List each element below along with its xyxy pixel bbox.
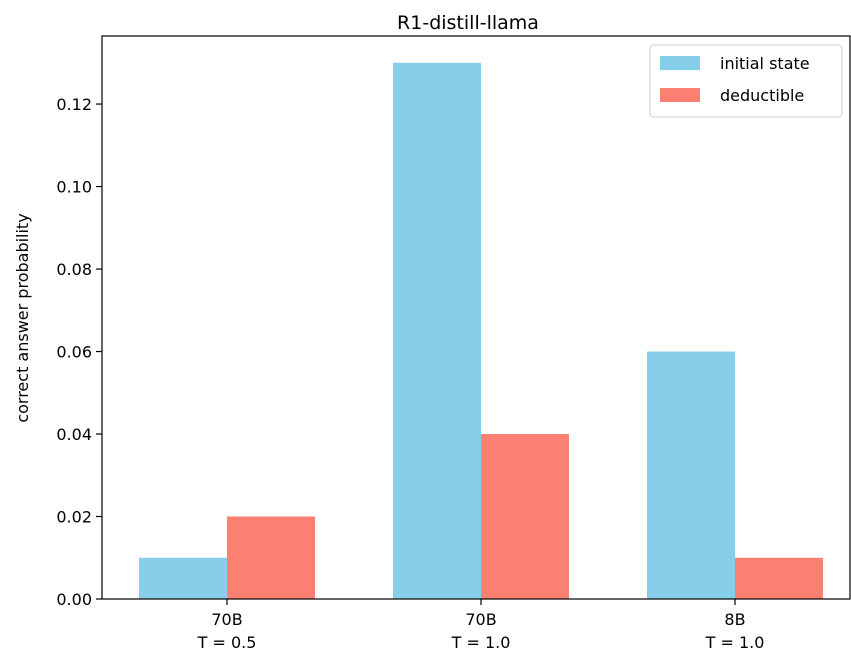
x-tick-label-line: 70B <box>211 610 242 629</box>
x-tick-label: 70B T = 1.0 <box>451 610 511 652</box>
y-tick-label: 0.08 <box>56 260 92 279</box>
x-tick-label: 70B T = 0.5 <box>197 610 257 652</box>
chart-title: R1-distill-llama <box>397 12 539 34</box>
x-tick-label-line: 70B <box>465 610 496 629</box>
y-axis-label: correct answer probability <box>13 213 32 422</box>
x-tick-label-line: T = 0.5 <box>197 633 257 652</box>
bar-initial-state-2 <box>647 351 735 599</box>
y-axis-label-group: correct answer probability <box>13 213 32 422</box>
legend-label-initial-state: initial state <box>720 54 810 73</box>
x-axis: 70B T = 0.5 70B T = 1.0 8B T = 1.0 <box>197 599 765 652</box>
y-tick-label: 0.04 <box>56 425 92 444</box>
bar-initial-state-1 <box>393 62 481 600</box>
legend-label-deductible: deductible <box>720 86 804 105</box>
y-tick-label: 0.12 <box>56 95 92 114</box>
y-tick-label: 0.02 <box>56 508 92 527</box>
y-tick-label: 0.00 <box>56 590 92 609</box>
legend: initial state deductible <box>649 44 843 118</box>
y-tick-label: 0.06 <box>56 343 92 362</box>
x-tick-label-line: T = 1.0 <box>705 633 765 652</box>
bar-deductible-0 <box>227 516 315 599</box>
bar-deductible-1 <box>481 434 569 599</box>
x-tick-label: 8B T = 1.0 <box>705 610 765 652</box>
legend-swatch-deductible <box>660 88 700 102</box>
plot-frame <box>101 35 851 600</box>
y-axis: 0.00 0.02 0.04 0.06 0.08 0.10 0.12 <box>56 95 102 609</box>
bars-group <box>139 62 823 600</box>
bar-initial-state-0 <box>139 557 227 599</box>
legend-swatch-initial-state <box>660 56 700 70</box>
x-tick-label-line: 8B <box>724 610 745 629</box>
y-tick-label: 0.10 <box>56 178 92 197</box>
x-tick-label-line: T = 1.0 <box>451 633 511 652</box>
bar-deductible-2 <box>735 557 823 599</box>
